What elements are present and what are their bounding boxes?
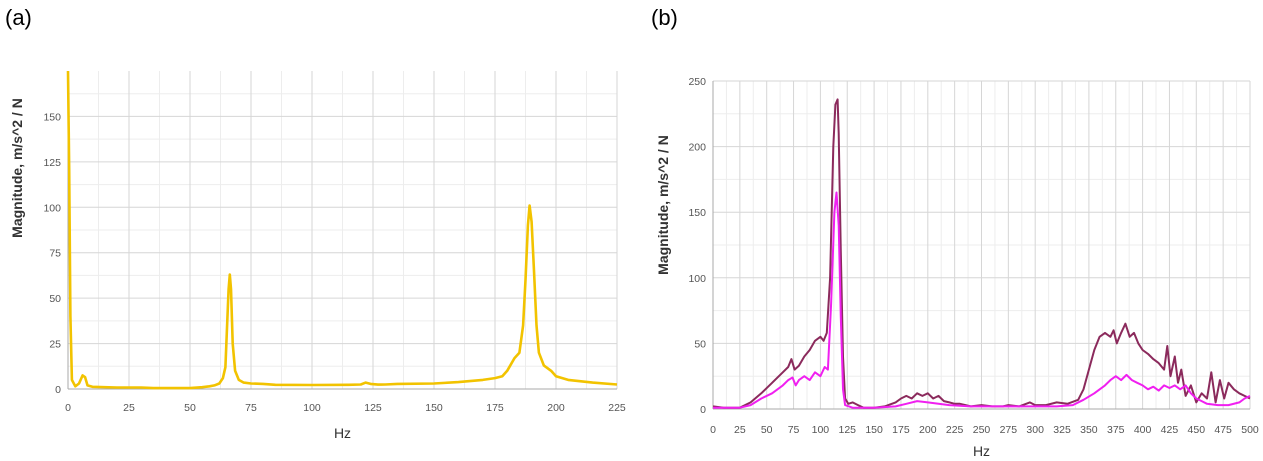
chart-b-x-tick-label: 150 <box>865 424 883 436</box>
chart-a-x-tick-label: 125 <box>364 402 382 414</box>
chart-b-x-tick-label: 75 <box>788 424 800 436</box>
chart-b-y-tick-label: 0 <box>700 404 706 416</box>
chart-b-x-tick-label: 450 <box>1188 424 1206 436</box>
chart-b-x-tick-label: 250 <box>973 424 991 436</box>
chart-a-y-tick-label: 50 <box>49 293 61 305</box>
chart-b-x-tick-label: 125 <box>838 424 856 436</box>
chart-a-y-tick-label: 150 <box>43 111 61 123</box>
chart-b-y-tick-label: 250 <box>688 76 706 88</box>
chart-b-y-tick-label: 150 <box>688 207 706 219</box>
chart-b-x-tick-label: 300 <box>1026 424 1044 436</box>
chart-a-y-tick-label: 25 <box>49 339 61 351</box>
chart-a-series-line-1 <box>66 70 618 390</box>
chart-b-x-tick-label: 500 <box>1241 424 1259 436</box>
chart-b-y-tick-label: 50 <box>694 338 706 350</box>
chart-a-y-tick-label: 100 <box>43 202 61 214</box>
chart-a-x-tick-label: 50 <box>184 402 196 414</box>
chart-b-x-tick-label: 325 <box>1053 424 1071 436</box>
chart-a-x-tick-label: 0 <box>65 402 71 414</box>
chart-b-x-tick-label: 475 <box>1214 424 1232 436</box>
chart-a-x-tick-label: 75 <box>245 402 257 414</box>
chart-a-x-tick-label: 150 <box>425 402 443 414</box>
chart-b-x-tick-label: 225 <box>946 424 964 436</box>
chart-b-x-tick-label: 50 <box>761 424 773 436</box>
chart-b-x-tick-label: 0 <box>710 424 716 436</box>
chart-b-x-tick-label: 350 <box>1080 424 1098 436</box>
chart-b-series-line-2 <box>713 191 1251 409</box>
chart-b-y-tick-label: 100 <box>688 273 706 285</box>
chart-b-x-tick-label: 175 <box>892 424 910 436</box>
chart-b-y-tick-label: 200 <box>688 142 706 154</box>
chart-b-x-axis-title: Hz <box>973 443 990 459</box>
chart-a-x-tick-label: 225 <box>608 402 626 414</box>
chart-a-x-tick-label: 25 <box>123 402 135 414</box>
panel-label-a: (a) <box>5 5 32 30</box>
chart-a-y-tick-label: 0 <box>55 384 61 396</box>
chart-a-y-tick-label: 75 <box>49 248 61 260</box>
chart-a-x-axis-title: Hz <box>334 425 351 441</box>
chart-b-x-tick-label: 425 <box>1161 424 1179 436</box>
chart-b-x-tick-label: 25 <box>734 424 746 436</box>
chart-b-x-tick-label: 100 <box>812 424 830 436</box>
panel-label-b: (b) <box>651 5 678 30</box>
chart-b-x-tick-label: 275 <box>1000 424 1018 436</box>
chart-b-x-tick-label: 400 <box>1134 424 1152 436</box>
chart-b-x-tick-label: 375 <box>1107 424 1125 436</box>
chart-a-x-tick-label: 200 <box>547 402 565 414</box>
chart-a-x-tick-label: 100 <box>303 402 321 414</box>
chart-b-x-tick-label: 200 <box>919 424 937 436</box>
chart-a-y-tick-label: 125 <box>43 157 61 169</box>
chart-a-y-axis-title: Magnitude, m/s^2 / N <box>9 98 25 238</box>
chart-a-x-tick-label: 175 <box>486 402 504 414</box>
chart-b-y-axis-title: Magnitude, m/s^2 / N <box>655 135 671 275</box>
